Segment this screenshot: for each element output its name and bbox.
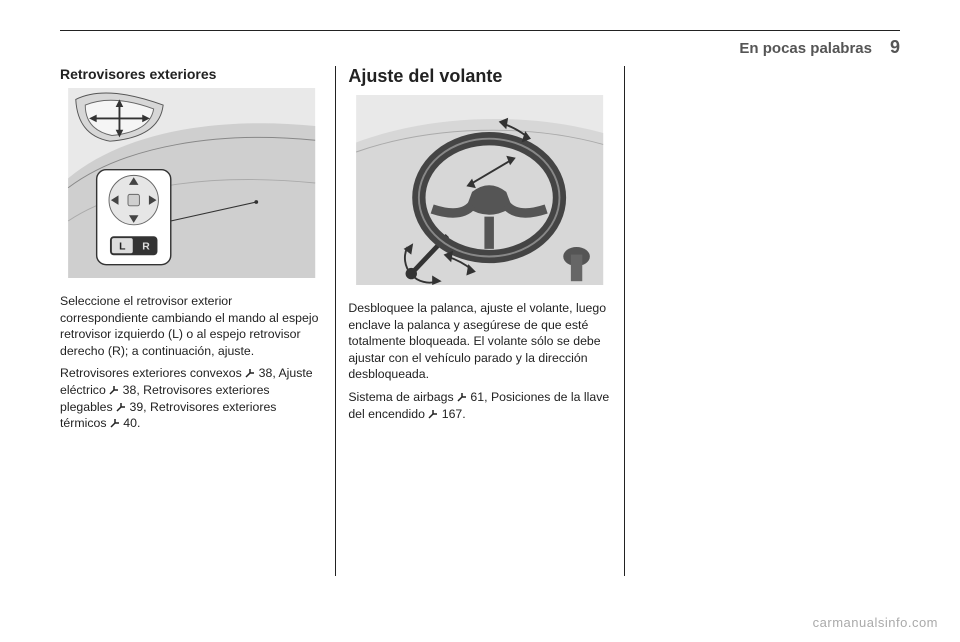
reference-icon	[428, 409, 438, 419]
text-fragment: Sistema de airbags	[348, 390, 457, 404]
svg-text:L: L	[119, 242, 126, 253]
reference-icon	[110, 418, 120, 428]
watermark: carmanualsinfo.com	[813, 615, 938, 630]
steering-wheel-figure	[348, 95, 611, 285]
col1-subhead: Retrovisores exteriores	[60, 66, 323, 82]
col2-paragraph-2: Sistema de airbags 61, Posiciones de la …	[348, 389, 611, 422]
col1-paragraph-2: Retrovisores exteriores convexos 38, Aju…	[60, 365, 323, 431]
top-rule	[60, 30, 900, 31]
text-fragment: Retrovisores exteriores convexos	[60, 366, 245, 380]
column-3	[625, 66, 900, 576]
page-number: 9	[890, 37, 900, 58]
section-label: En pocas palabras	[739, 40, 872, 57]
content-columns: Retrovisores exteriores	[60, 66, 900, 576]
col2-paragraph-1: Desbloquee la palanca, ajuste el volante…	[348, 300, 611, 383]
column-1: Retrovisores exteriores	[60, 66, 336, 576]
col1-paragraph-1: Seleccione el retrovisor exterior corres…	[60, 293, 323, 359]
mirror-adjust-figure: L R	[60, 88, 323, 278]
reference-icon	[457, 392, 467, 402]
text-fragment: 167.	[438, 407, 465, 421]
svg-text:R: R	[142, 242, 150, 253]
reference-icon	[109, 385, 119, 395]
reference-icon	[245, 368, 255, 378]
mirror-control-panel: L R	[97, 170, 171, 265]
column-2: Ajuste del volante	[336, 66, 624, 576]
col2-title: Ajuste del volante	[348, 66, 611, 87]
text-fragment: 40.	[120, 416, 141, 430]
reference-icon	[116, 402, 126, 412]
page-header: En pocas palabras 9	[60, 37, 900, 58]
